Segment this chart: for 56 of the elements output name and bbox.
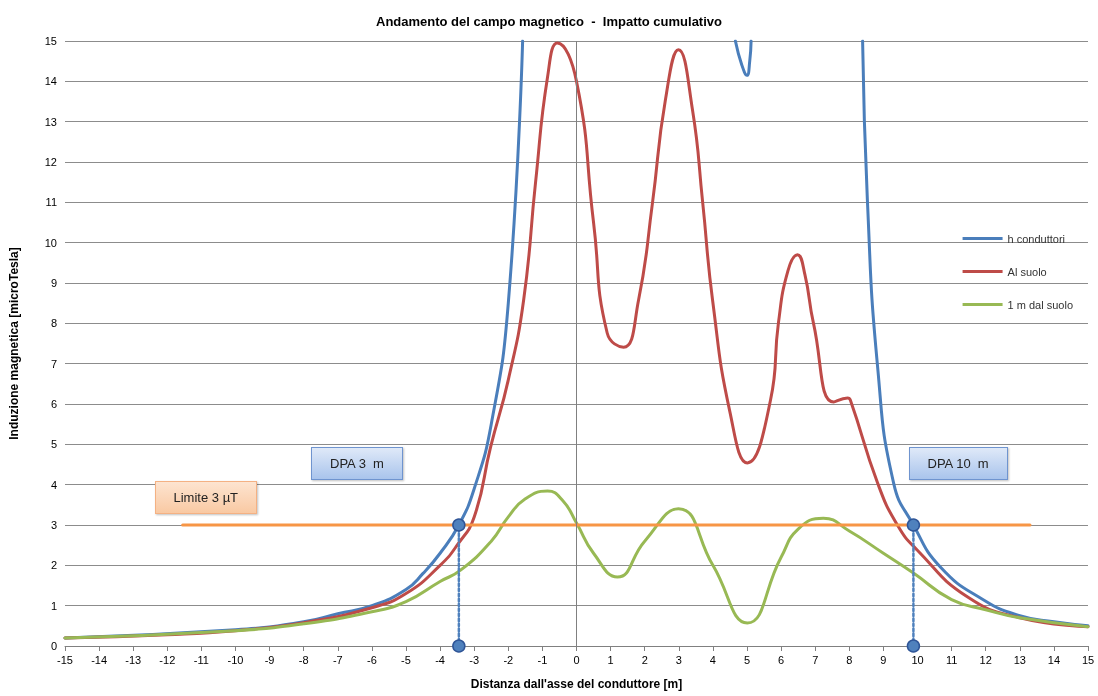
annotation: Limite 3 µT: [154, 480, 258, 514]
y-tick-label: 3: [50, 519, 57, 531]
y-tick-label: 0: [50, 640, 57, 652]
x-tick-label: -15: [57, 653, 73, 666]
x-tick-label: 1: [607, 653, 614, 666]
x-tick-label: 7: [812, 653, 819, 666]
x-tick-label: -4: [435, 653, 445, 666]
x-tick-label: 6: [778, 653, 785, 666]
x-tick-label: -12: [159, 653, 176, 666]
legend-label: Al suolo: [1007, 265, 1047, 278]
y-tick-label: 1: [50, 599, 57, 612]
x-tick-label: -3: [469, 653, 480, 666]
legend-label: h conduttori: [1007, 232, 1066, 245]
x-tick-label: 8: [846, 653, 853, 666]
x-tick-label: -7: [332, 653, 343, 666]
x-tick-label: 4: [709, 653, 716, 666]
y-tick-label: 10: [44, 236, 57, 249]
y-tick-label: 15: [44, 35, 57, 47]
x-axis-title: Distanza dall'asse del conduttore [m]: [470, 677, 683, 691]
x-tick-label: -2: [503, 653, 514, 666]
x-tick-label: 12: [979, 653, 992, 666]
x-tick-label: -1: [537, 653, 548, 666]
x-tick-label: 5: [743, 653, 751, 666]
y-tick-label: 9: [50, 277, 57, 289]
x-tick-label: 13: [1013, 653, 1026, 666]
x-tick-label: 14: [1047, 653, 1061, 666]
y-tick-label: 5: [50, 438, 57, 451]
y-tick-label: 2: [50, 559, 57, 572]
y-tick-label: 13: [44, 115, 57, 128]
legend-label: 1 m dal suolo: [1007, 298, 1074, 311]
chart-title: Andamento del campo magnetico - Impatto cumulativo: [376, 14, 723, 29]
x-tick-label: -14: [91, 653, 108, 666]
x-tick-label: -10: [227, 653, 244, 666]
annotation: DPA 10 m: [908, 446, 1008, 480]
x-tick-label: 3: [675, 653, 682, 666]
x-tick-label: -8: [298, 653, 309, 666]
x-tick-label: -13: [125, 653, 142, 666]
y-tick-label: 7: [50, 357, 57, 370]
y-tick-label: 6: [50, 398, 57, 410]
annotation: DPA 3 m: [311, 446, 403, 480]
y-tick-label: 11: [45, 196, 57, 209]
x-tick-label: -5: [401, 653, 411, 666]
y-tick-label: 14: [44, 75, 57, 88]
y-tick-label: 4: [50, 478, 57, 491]
x-tick-label: -11: [193, 653, 209, 666]
x-tick-label: 10: [911, 653, 924, 666]
y-tick-label: 12: [44, 156, 57, 168]
x-tick-label: 11: [945, 653, 958, 666]
x-tick-label: 9: [880, 653, 887, 666]
y-axis-title: Induzione magnetica [microTesla]: [7, 247, 21, 440]
x-tick-label: -9: [264, 653, 275, 666]
y-tick-label: 8: [50, 317, 57, 330]
x-tick-label: 15: [1081, 653, 1095, 666]
x-tick-label: 0: [573, 653, 580, 666]
x-tick-label: -6: [367, 653, 377, 666]
x-tick-label: 2: [641, 653, 648, 666]
